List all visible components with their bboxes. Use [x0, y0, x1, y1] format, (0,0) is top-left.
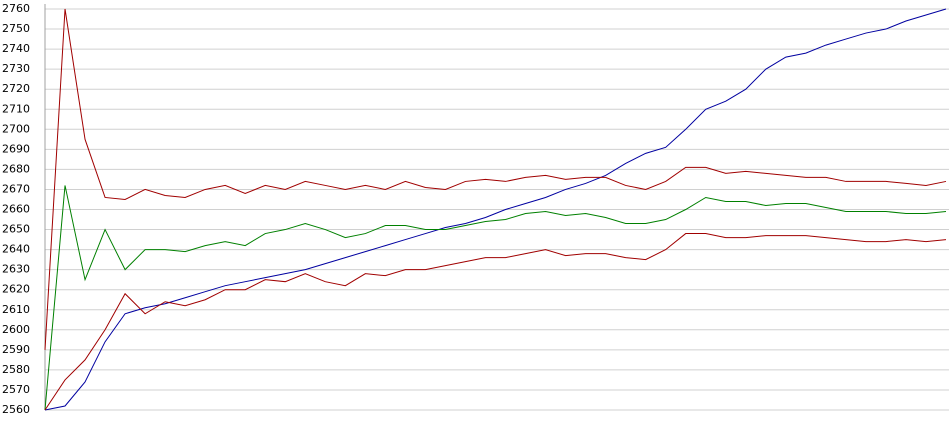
y-tick-label: 2670	[2, 182, 30, 195]
y-tick-label: 2690	[2, 142, 30, 155]
y-tick-label: 2640	[2, 243, 30, 256]
y-tick-label: 2580	[2, 363, 30, 376]
y-tick-label: 2560	[2, 403, 30, 416]
y-tick-label: 2590	[2, 343, 30, 356]
y-tick-label: 2750	[2, 22, 30, 35]
y-tick-label: 2650	[2, 223, 30, 236]
series-line	[44, 8, 947, 411]
y-tick-label: 2710	[2, 102, 30, 115]
y-tick-label: 2600	[2, 323, 30, 336]
y-tick-label: 2730	[2, 62, 30, 75]
y-tick-label: 2610	[2, 303, 30, 316]
y-tick-label: 2660	[2, 203, 30, 216]
y-tick-label: 2720	[2, 82, 30, 95]
series-line	[44, 233, 947, 411]
y-tick-label: 2700	[2, 122, 30, 135]
y-tick-label: 2620	[2, 283, 30, 296]
y-tick-label: 2760	[2, 2, 30, 15]
y-tick-label: 2570	[2, 383, 30, 396]
y-tick-label: 2680	[2, 162, 30, 175]
series-line	[44, 8, 947, 350]
y-tick-label: 2630	[2, 263, 30, 276]
y-tick-label: 2740	[2, 42, 30, 55]
series-line	[44, 185, 947, 411]
